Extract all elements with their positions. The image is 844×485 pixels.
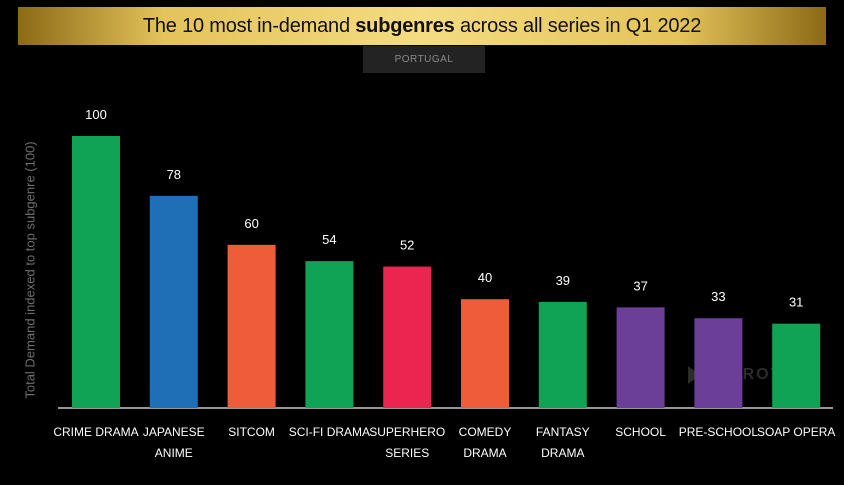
bar-7 bbox=[616, 307, 665, 408]
category-label-9: SOAP OPERA bbox=[757, 425, 835, 439]
chart-title-pre: The 10 most in-demand bbox=[142, 14, 350, 37]
bars-layer: 100 CRIME DRAMA 78 JAPANESE ANIME 60 SITCOM 54 S… bbox=[53, 107, 835, 460]
value-label-8: 33 bbox=[711, 289, 725, 304]
bar-0 bbox=[72, 136, 120, 408]
chart-title-bold: subgenres bbox=[355, 14, 455, 37]
value-label-7: 37 bbox=[633, 278, 647, 293]
category-label-3: SCI-FI DRAMA bbox=[289, 425, 370, 439]
bar-5 bbox=[461, 299, 509, 408]
chart-title-post: across all series in Q1 2022 bbox=[459, 14, 702, 37]
value-label-0: 100 bbox=[85, 107, 107, 122]
value-label-4: 52 bbox=[400, 238, 414, 253]
region-tab[interactable]: PORTUGAL bbox=[363, 46, 485, 73]
category-label-4: SUPERHERO SERIES bbox=[369, 425, 445, 460]
bar-4 bbox=[383, 266, 432, 408]
bar-9 bbox=[772, 323, 821, 408]
category-label-2: SITCOM bbox=[228, 425, 275, 439]
bar-1 bbox=[149, 195, 198, 408]
bar-2 bbox=[227, 244, 276, 408]
category-label-8: PRE-SCHOOL bbox=[679, 425, 759, 439]
value-label-6: 39 bbox=[556, 273, 570, 288]
value-label-1: 78 bbox=[167, 167, 181, 182]
value-label-9: 31 bbox=[789, 295, 803, 310]
chart-title: The 10 most in-demand subgenres across a… bbox=[18, 7, 826, 45]
category-label-5: COMEDY DRAMA bbox=[459, 425, 512, 460]
value-label-3: 54 bbox=[322, 232, 336, 247]
value-label-5: 40 bbox=[478, 270, 492, 285]
category-label-0: CRIME DRAMA bbox=[53, 425, 138, 439]
bar-8 bbox=[694, 318, 743, 408]
category-label-7: SCHOOL bbox=[615, 425, 666, 439]
bar-3 bbox=[305, 261, 354, 408]
category-label-1: JAPANESE ANIME bbox=[143, 425, 205, 460]
bar-6 bbox=[538, 301, 587, 408]
category-label-6: FANTASY DRAMA bbox=[536, 425, 590, 460]
value-label-2: 60 bbox=[244, 216, 258, 231]
